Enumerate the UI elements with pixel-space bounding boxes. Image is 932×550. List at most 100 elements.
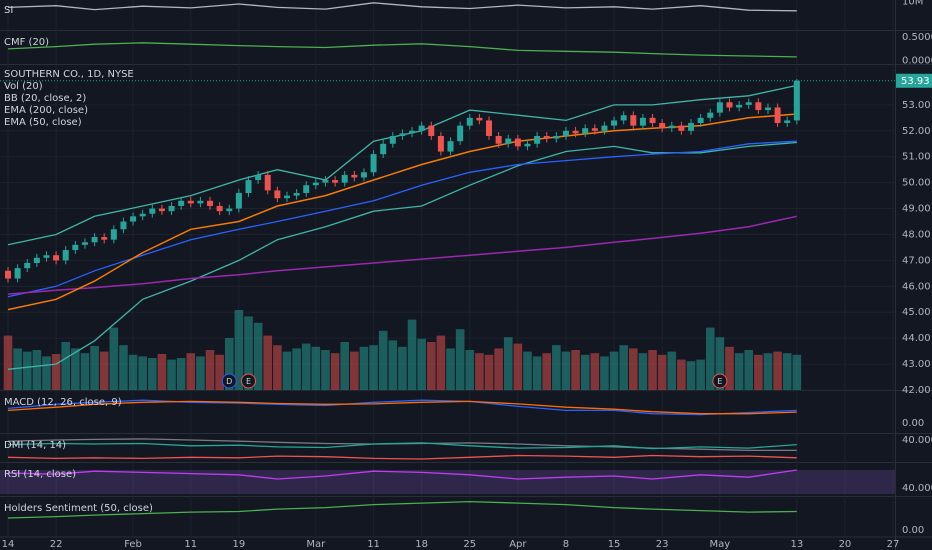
candle-body [591,128,598,131]
volume-bar [71,348,80,390]
volume-bar [176,358,186,390]
candle-body [158,208,165,212]
indicator-line [7,442,797,450]
volume-bar [407,319,417,390]
x-tick-label: 13 [790,539,803,550]
volume-bar [186,353,196,390]
candle-body [130,216,137,222]
pane-title: DMI (14, 14) [4,440,66,451]
y-tick-label: 0.00 [902,525,924,536]
y-tick-label: 10M [902,0,923,8]
candle-body [409,130,416,134]
volume-bar [359,346,369,390]
volume-bar [388,340,398,390]
y-tick-label: 52.00 [902,126,931,137]
volume-bar [600,356,609,390]
volume-bar [744,350,754,390]
candle-body [380,143,387,155]
volume-bar [378,330,388,390]
x-tick-label: 11 [184,539,197,550]
candle-body [764,107,771,111]
candle-body [197,200,204,204]
candle-body [255,174,262,181]
candle-body [601,125,608,131]
volume-bar [638,353,648,390]
legend-entry: SOUTHERN CO., 1D, NYSE [4,69,134,80]
candle-body [784,120,791,124]
indicator-line [7,500,797,519]
event-marker [221,373,237,389]
volume-bar [754,354,763,390]
candle-body [688,123,695,131]
x-tick-label: Apr [509,539,527,550]
indicator-line [7,2,797,12]
volume-bar [426,342,436,390]
indicator-line [7,469,797,480]
candle-body [572,130,579,134]
candle-body [168,205,175,212]
x-tick-label: 20 [839,539,852,550]
volume-bar [446,348,455,390]
volume-bar [513,343,523,390]
candle-body [630,115,637,126]
volume-bar [705,327,715,390]
candle-body [774,107,781,124]
candle-body [466,117,473,126]
x-tick-label: 18 [415,539,428,550]
volume-bar [552,345,561,390]
candle-body [543,135,550,139]
volume-bar [3,335,13,390]
volume-bar [321,350,330,390]
volume-bar [350,351,359,390]
last-price-badge [896,73,932,88]
volume-bar [657,354,667,390]
legend-entry: Vol (20) [4,81,43,92]
candle-body [534,135,541,144]
volume-bar [109,327,119,390]
candle-body [370,154,377,173]
volume-bar [330,353,340,390]
candle-body [707,112,714,118]
event-label: E [717,377,722,386]
candle-body [639,117,646,126]
event-marker [712,373,728,389]
candle-body [72,244,79,251]
candle-body [341,174,348,183]
candle-body [793,80,800,121]
volume-bar [696,359,705,390]
y-tick-label: 43.00 [902,359,931,370]
volume-bar [629,348,638,390]
candle-body [303,185,310,194]
volume-bar [234,310,244,390]
y-tick-label: 0.00 [902,418,924,429]
candle-body [226,208,233,212]
candle-body [428,125,435,136]
candle-body [611,120,618,126]
volume-bar [80,353,90,390]
volume-bar [99,351,109,390]
candle-body [235,193,242,209]
volume-bar [484,354,494,390]
x-tick-label: 14 [2,539,15,550]
volume-bar [369,345,378,390]
y-tick-label: 42.00 [902,385,931,396]
candle-body [62,250,69,261]
x-tick-label: 22 [50,539,63,550]
candle-body [81,242,88,245]
volume-bar [648,350,657,390]
x-tick-label: May [710,539,731,550]
candle-body [649,117,656,124]
y-tick-label: 44.00 [902,333,931,344]
x-tick-label: 23 [656,539,669,550]
volume-bar [667,351,677,390]
candle-body [418,125,425,131]
volume-bar [148,358,157,390]
candle-body [457,125,464,142]
ema-line [7,215,797,295]
candle-body [178,200,185,206]
x-tick-label: Feb [124,539,142,550]
candle-body [620,115,627,121]
volume-bar [61,342,71,390]
candle-body [312,182,319,186]
